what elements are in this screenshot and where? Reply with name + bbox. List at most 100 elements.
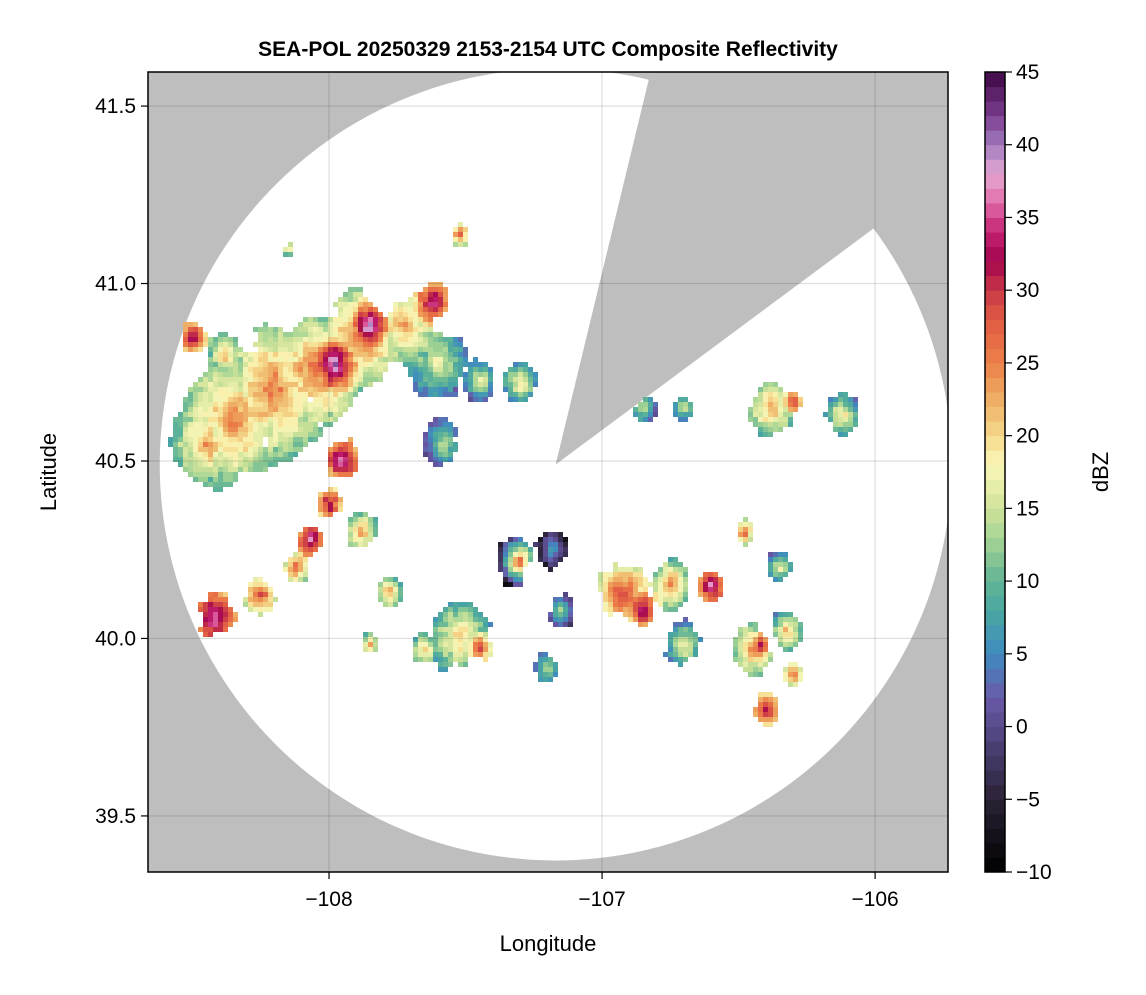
reflectivity-cell <box>438 382 443 387</box>
reflectivity-cell <box>203 342 208 347</box>
reflectivity-cell <box>473 637 478 642</box>
colorbar-bin <box>985 552 1005 568</box>
reflectivity-cell <box>413 307 418 312</box>
reflectivity-cell <box>343 337 348 342</box>
reflectivity-cell <box>678 637 683 642</box>
reflectivity-cell <box>358 302 363 307</box>
reflectivity-cell <box>398 332 403 337</box>
reflectivity-cell <box>688 402 693 407</box>
reflectivity-cell <box>458 647 463 652</box>
reflectivity-cell <box>843 422 848 427</box>
reflectivity-cell <box>768 652 773 657</box>
reflectivity-cell <box>373 367 378 372</box>
reflectivity-cell <box>338 502 343 507</box>
reflectivity-cell <box>453 342 458 347</box>
reflectivity-cell <box>223 612 228 617</box>
reflectivity-cell <box>413 382 418 387</box>
reflectivity-cell <box>183 457 188 462</box>
reflectivity-cell <box>418 382 423 387</box>
reflectivity-cell <box>293 337 298 342</box>
reflectivity-cell <box>188 327 193 332</box>
reflectivity-cell <box>208 422 213 427</box>
colorbar-bin <box>985 799 1005 815</box>
reflectivity-cell <box>793 672 798 677</box>
reflectivity-cell <box>773 567 778 572</box>
reflectivity-cell <box>218 357 223 362</box>
reflectivity-cell <box>638 622 643 627</box>
reflectivity-cell <box>538 657 543 662</box>
reflectivity-cell <box>373 332 378 337</box>
reflectivity-cell <box>263 382 268 387</box>
reflectivity-cell <box>303 402 308 407</box>
reflectivity-cell <box>478 632 483 637</box>
reflectivity-cell <box>733 657 738 662</box>
reflectivity-cell <box>763 412 768 417</box>
reflectivity-cell <box>443 627 448 632</box>
reflectivity-cell <box>323 342 328 347</box>
reflectivity-cell <box>758 402 763 407</box>
reflectivity-cell <box>253 357 258 362</box>
reflectivity-cell <box>293 392 298 397</box>
reflectivity-cell <box>383 327 388 332</box>
reflectivity-cell <box>778 622 783 627</box>
reflectivity-cell <box>273 427 278 432</box>
reflectivity-cell <box>653 592 658 597</box>
reflectivity-cell <box>738 627 743 632</box>
reflectivity-cell <box>668 607 673 612</box>
reflectivity-cell <box>413 642 418 647</box>
reflectivity-cell <box>248 372 253 377</box>
colorbar-bin <box>985 217 1005 233</box>
reflectivity-cell <box>268 357 273 362</box>
reflectivity-cell <box>418 392 423 397</box>
reflectivity-cell <box>783 617 788 622</box>
reflectivity-cell <box>443 352 448 357</box>
reflectivity-cell <box>363 322 368 327</box>
reflectivity-cell <box>668 602 673 607</box>
reflectivity-cell <box>458 357 463 362</box>
reflectivity-cell <box>368 537 373 542</box>
reflectivity-cell <box>458 367 463 372</box>
reflectivity-cell <box>293 552 298 557</box>
reflectivity-cell <box>438 312 443 317</box>
reflectivity-cell <box>298 532 303 537</box>
reflectivity-cell <box>408 362 413 367</box>
reflectivity-cell <box>313 537 318 542</box>
reflectivity-cell <box>288 572 293 577</box>
colorbar-bin <box>985 595 1005 611</box>
reflectivity-cell <box>753 712 758 717</box>
reflectivity-cell <box>513 372 518 377</box>
reflectivity-cell <box>378 327 383 332</box>
reflectivity-cell <box>348 362 353 367</box>
colorbar-bin <box>985 828 1005 844</box>
reflectivity-cell <box>678 562 683 567</box>
reflectivity-cell <box>778 387 783 392</box>
reflectivity-cell <box>323 327 328 332</box>
reflectivity-cell <box>293 332 298 337</box>
reflectivity-cell <box>768 422 773 427</box>
reflectivity-cell <box>743 527 748 532</box>
reflectivity-cell <box>218 332 223 337</box>
reflectivity-cell <box>188 337 193 342</box>
reflectivity-cell <box>518 377 523 382</box>
reflectivity-cell <box>338 452 343 457</box>
reflectivity-cell <box>768 717 773 722</box>
reflectivity-cell <box>483 372 488 377</box>
reflectivity-cell <box>463 657 468 662</box>
reflectivity-cell <box>618 597 623 602</box>
reflectivity-cell <box>418 652 423 657</box>
reflectivity-cell <box>553 622 558 627</box>
reflectivity-cell <box>318 402 323 407</box>
reflectivity-cell <box>188 347 193 352</box>
reflectivity-cell <box>643 602 648 607</box>
reflectivity-cell <box>743 632 748 637</box>
reflectivity-cell <box>218 387 223 392</box>
reflectivity-cell <box>788 392 793 397</box>
reflectivity-cell <box>373 327 378 332</box>
reflectivity-cell <box>503 552 508 557</box>
reflectivity-cell <box>413 647 418 652</box>
reflectivity-cell <box>673 587 678 592</box>
reflectivity-cell <box>283 342 288 347</box>
reflectivity-cell <box>438 337 443 342</box>
reflectivity-cell <box>203 457 208 462</box>
reflectivity-cell <box>323 392 328 397</box>
